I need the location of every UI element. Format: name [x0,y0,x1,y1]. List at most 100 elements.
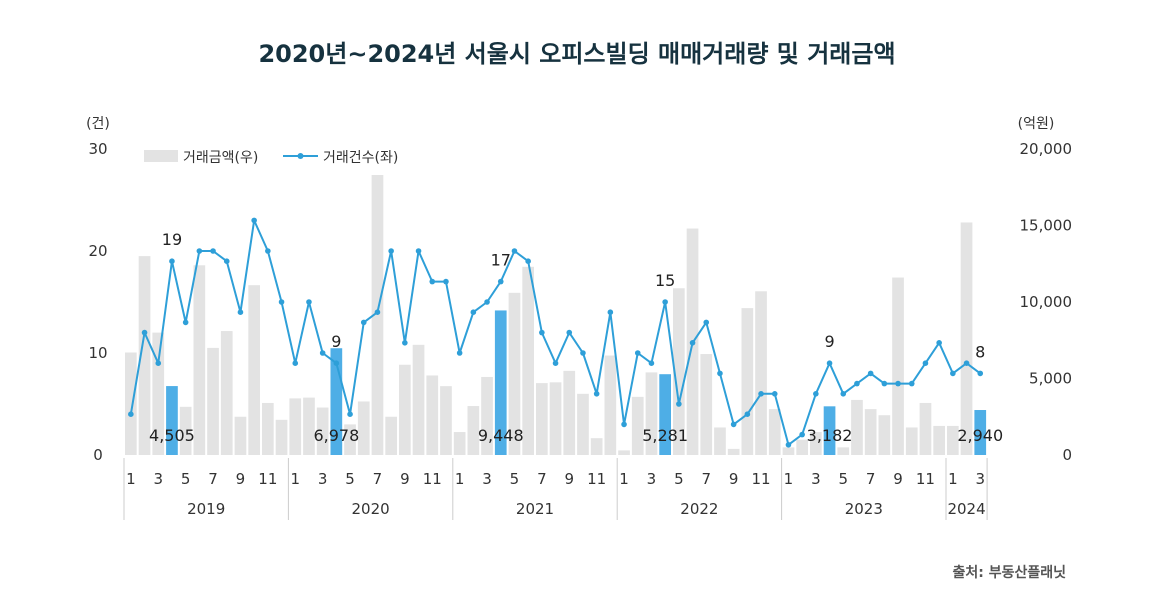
amount-bar [316,407,329,455]
count-point [347,411,353,418]
count-point [360,319,367,326]
amount-bar [481,376,493,455]
count-point [525,258,531,265]
x-tick-label: 3 [318,470,328,488]
amount-bar [399,364,411,455]
x-tick-label: 9 [893,470,903,488]
count-point [511,248,518,254]
year-label: 2021 [516,500,554,518]
amount-bar [755,291,767,455]
amount-bar [645,372,658,455]
amount-bar [467,406,480,455]
amount-bar [878,415,891,455]
legend-line-marker [297,153,304,159]
amount-bar [303,397,315,455]
amount-bar [440,386,452,455]
count-point [128,411,134,418]
data-labels: 4,505 19 6,978 9 9,448 17 5,281 15 3,182 9 2,940 8 [149,230,1003,445]
count-point [950,370,956,377]
right-axis-unit: (억원) [1018,116,1055,132]
count-point [717,370,723,377]
amount-bar [138,256,151,455]
count-point [456,350,463,356]
amount-bar [508,292,521,455]
count-point [374,309,381,316]
count-point [785,442,792,448]
count-point [771,391,778,397]
count-point [237,309,244,316]
amount-bar [563,370,576,455]
count-point [963,360,970,367]
year-label: 2023 [845,500,883,518]
amount-bar [960,222,973,455]
legend-line-label: 거래건수(좌) [323,150,398,166]
count-point [936,340,942,346]
x-tick-label: 3 [811,470,821,488]
count-point [443,278,449,285]
x-tick-label: 11 [587,470,606,488]
x-tick-label: 5 [510,470,520,488]
amount-bar [289,398,302,455]
count-point [196,248,203,254]
left-tick-label: 20 [88,242,107,260]
count-point [388,248,394,254]
x-tick-label: 11 [752,470,771,488]
x-tick-label: 7 [537,470,547,488]
count-point [497,278,504,285]
count-point [593,391,600,397]
count-point [689,340,696,346]
count-point [566,329,573,336]
count-value-label: 8 [975,342,985,361]
amount-bar [631,396,644,455]
x-tick-label: 1 [619,470,629,488]
amount-bar [796,439,808,455]
count-value-label: 19 [162,230,182,249]
count-value-label: 9 [824,332,834,351]
x-tick-label: 1 [290,470,300,488]
count-point [182,319,189,326]
left-axis-unit: (건) [86,116,110,132]
x-tick-label: 3 [153,470,163,488]
amount-bar [385,416,397,455]
x-tick-label: 3 [647,470,657,488]
amount-bar [933,425,945,455]
x-tick-label: 5 [345,470,355,488]
amount-bar [905,427,918,455]
count-line [128,217,984,448]
left-tick-label: 10 [88,344,107,362]
amount-bar [234,416,247,455]
left-tick-label: 0 [93,446,103,464]
amount-bar [262,402,274,455]
x-tick-label: 3 [975,470,985,488]
amount-bar [152,332,165,455]
amount-bar [782,447,795,455]
count-point [552,360,559,367]
amount-bar [700,354,713,455]
legend-bar-label: 거래금액(우) [183,150,258,166]
bar-value-label: 3,182 [807,426,853,445]
count-point [895,380,901,387]
amount-bar [768,409,781,455]
count-value-label: 9 [331,332,341,351]
amount-bar [371,175,384,455]
left-tick-label: 30 [88,140,107,158]
count-point [470,309,477,316]
x-tick-label: 9 [729,470,739,488]
count-point [813,391,819,397]
count-point [730,421,737,428]
count-point [251,217,257,224]
count-point [799,431,805,438]
count-point [141,329,148,336]
amount-bar [741,308,754,455]
count-point [319,350,326,356]
legend: 거래금액(우) 거래건수(좌) [144,150,398,166]
amount-bar [193,265,206,455]
x-tick-label: 11 [423,470,442,488]
amount-bar [357,401,370,455]
count-point [826,360,833,367]
amount-bar-highlight [166,386,178,455]
right-tick-label: 10,000 [1020,293,1073,311]
amount-bar [947,425,959,455]
x-tick-label: 9 [236,470,246,488]
